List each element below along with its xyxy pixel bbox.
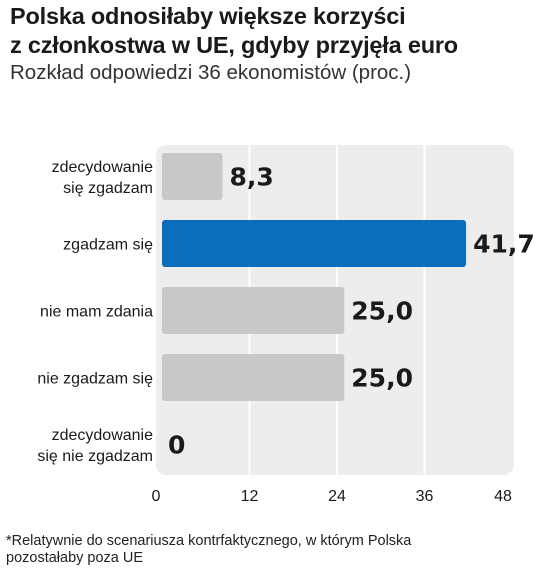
chart-title: Polska odnosiłaby większe korzyści z czł… — [10, 2, 530, 60]
category-label: się nie zgadzam — [37, 448, 153, 465]
title-line-2: z członkostwa w UE, gdyby przyjęła euro — [10, 32, 458, 58]
category-label: się zgadzam — [63, 180, 153, 197]
value-label: 25,0 — [351, 364, 413, 393]
footnote-line-2: pozostałaby poza UE — [6, 550, 144, 566]
bar — [162, 153, 223, 200]
bar — [162, 354, 345, 401]
footnote: *Relatywnie do scenariusza kontrfaktyczn… — [6, 533, 530, 567]
value-label: 25,0 — [351, 297, 413, 326]
title-line-1: Polska odnosiłaby większe korzyści — [10, 3, 406, 29]
x-axis-ticks: 0 12 24 36 48 — [152, 488, 512, 505]
x-tick-label: 48 — [494, 488, 512, 505]
x-tick-label: 12 — [241, 488, 259, 505]
bar — [162, 220, 467, 267]
bar-chart: zdecydowanie się zgadzam 8,3 zgadzam się 41,… — [37, 145, 535, 505]
category-label: zdecydowanie — [52, 427, 154, 444]
x-tick-label: 36 — [416, 488, 434, 505]
category-label: zgadzam się — [63, 237, 153, 254]
bars — [162, 153, 467, 401]
category-label: nie mam zdania — [40, 304, 153, 321]
value-label: 0 — [168, 431, 185, 460]
footnote-line-1: *Relatywnie do scenariusza kontrfaktyczn… — [6, 533, 412, 549]
chart-subtitle: Rozkład odpowiedzi 36 ekonomistów (proc.… — [10, 61, 412, 84]
bar — [162, 287, 345, 334]
category-label: zdecydowanie — [52, 159, 154, 176]
category-label: nie zgadzam się — [37, 371, 153, 388]
x-tick-label: 24 — [328, 488, 346, 505]
value-label: 41,7 — [473, 230, 535, 259]
x-tick-label: 0 — [152, 488, 161, 505]
labels: zdecydowanie się zgadzam 8,3 zgadzam się 41,… — [37, 159, 534, 465]
value-label: 8,3 — [230, 163, 274, 192]
